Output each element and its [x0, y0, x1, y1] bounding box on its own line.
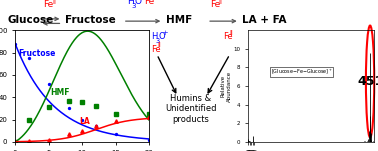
Text: II: II — [218, 0, 222, 5]
Text: II: II — [158, 42, 161, 48]
Text: LA: LA — [79, 117, 90, 126]
Text: Humins &
Unidentified
products: Humins & Unidentified products — [165, 94, 217, 124]
Text: HMF: HMF — [50, 88, 70, 97]
Text: HMF: HMF — [166, 15, 192, 25]
Text: Fe: Fe — [223, 32, 232, 41]
Text: H: H — [151, 32, 158, 41]
Text: O: O — [134, 0, 141, 6]
Text: +: + — [163, 30, 168, 36]
Text: II: II — [52, 0, 56, 5]
Y-axis label: Relative
Abundance: Relative Abundance — [221, 71, 232, 102]
Text: Fe: Fe — [211, 0, 221, 9]
Text: 451: 451 — [357, 75, 378, 88]
Text: Fructose: Fructose — [19, 49, 56, 58]
Text: O: O — [158, 32, 165, 41]
Text: Glucose: Glucose — [8, 15, 54, 25]
Text: Fe: Fe — [151, 45, 161, 54]
Text: H: H — [127, 0, 133, 6]
Text: II: II — [229, 30, 233, 36]
Text: LA + FA: LA + FA — [242, 15, 287, 25]
Text: Fe: Fe — [144, 0, 154, 6]
Text: Fe: Fe — [43, 0, 54, 9]
Text: 3: 3 — [155, 38, 160, 44]
Text: 3: 3 — [131, 3, 136, 9]
Text: [Glucose$-$Fe$-$Glucose]$^+$: [Glucose$-$Fe$-$Glucose]$^+$ — [271, 67, 333, 77]
Text: Fructose: Fructose — [65, 15, 116, 25]
